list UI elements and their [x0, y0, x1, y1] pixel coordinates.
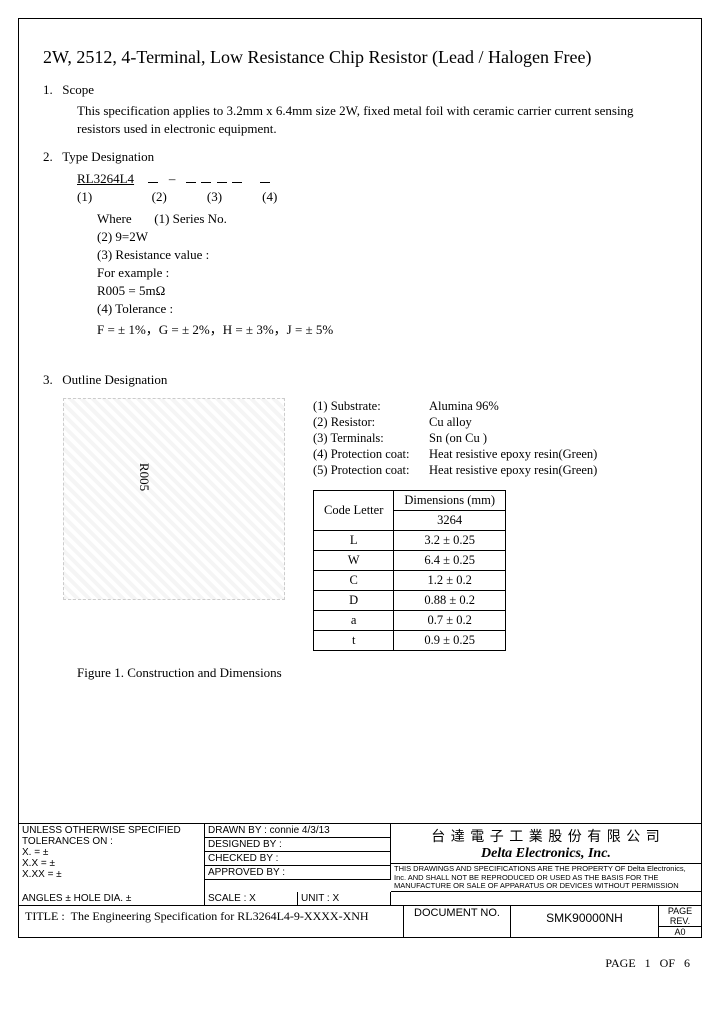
pos4: (4) [249, 189, 291, 205]
placeholder-3c [217, 172, 227, 183]
mat-2-lbl: (2) Resistor: [313, 415, 429, 430]
section-3: 3. Outline Designation R005 (1) Substrat… [43, 372, 677, 681]
fineprint: THIS DRAWINGS AND SPECIFICATIONS ARE THE… [391, 864, 701, 892]
where-4: (4) Tolerance : [97, 301, 677, 317]
mat-4-lbl: (4) Protection coat: [313, 447, 429, 462]
page-num: 1 [645, 956, 651, 970]
pos3: (3) [184, 189, 246, 205]
tb-unless: UNLESS OTHERWISE SPECIFIED [22, 825, 201, 836]
where-3b: R005 = 5mΩ [97, 283, 677, 299]
dims-h2: Dimensions (mm) [394, 491, 506, 511]
figure-caption: Figure 1. Construction and Dimensions [77, 665, 677, 681]
dim-code: t [314, 631, 394, 651]
dim-val: 6.4 ± 0.25 [394, 551, 506, 571]
doc-title: 2W, 2512, 4-Terminal, Low Resistance Chi… [43, 47, 677, 68]
tb-title-val: The Engineering Specification for RL3264… [71, 909, 369, 923]
tb-unit: UNIT : X [298, 892, 391, 906]
tb-rev: A0 [659, 927, 701, 937]
pos2: (2) [138, 189, 180, 205]
company-en: Delta Electronics, Inc. [394, 846, 698, 862]
dim-val: 0.7 ± 0.2 [394, 611, 506, 631]
dim-code: D [314, 591, 394, 611]
company-cn: 台 達 電 子 工 業 股 份 有 限 公 司 [394, 826, 698, 846]
mat-3-val: Sn (on Cu ) [429, 431, 487, 445]
placeholder-3b [201, 172, 211, 183]
sec2-num: 2. [43, 149, 59, 165]
where-2: (2) 9=2W [97, 229, 677, 245]
where-label: Where [97, 211, 151, 227]
table-row: a0.7 ± 0.2 [314, 611, 506, 631]
sec2-label: Type Designation [62, 149, 154, 165]
tb-title: TITLE : The Engineering Specification fo… [19, 906, 404, 937]
section-1: 1. Scope This specification applies to 3… [43, 82, 677, 137]
mat-3-lbl: (3) Terminals: [313, 431, 429, 446]
table-row: L3.2 ± 0.25 [314, 531, 506, 551]
page-footer: PAGE 1 OF 6 [0, 956, 690, 971]
pos1: (1) [77, 189, 135, 205]
table-row: C1.2 ± 0.2 [314, 571, 506, 591]
tb-scale: SCALE : X [205, 892, 298, 906]
dim-code: C [314, 571, 394, 591]
dim-val: 0.9 ± 0.25 [394, 631, 506, 651]
placeholder-4 [260, 172, 270, 183]
total-pages: 6 [684, 956, 690, 970]
dims-sub: 3264 [394, 511, 506, 531]
table-row: t0.9 ± 0.25 [314, 631, 506, 651]
r005-label: R005 [136, 463, 152, 491]
where-3a: For example : [97, 265, 677, 281]
placeholder-3d [232, 172, 242, 183]
dims-h1: Code Letter [314, 491, 394, 531]
tb-doc-num: SMK90000NH [511, 906, 659, 937]
tb-doc-lbl: DOCUMENT NO. [404, 906, 511, 937]
where-1: (1) Series No. [154, 211, 227, 226]
tb-rev-lbl: PAGE REV. [659, 906, 701, 927]
mat-1-lbl: (1) Substrate: [313, 399, 429, 414]
tb-tol: TOLERANCES ON : [22, 836, 201, 847]
mat-5-val: Heat resistive epoxy resin(Green) [429, 463, 597, 477]
dim-val: 3.2 ± 0.25 [394, 531, 506, 551]
construction-diagram: R005 [63, 398, 285, 600]
dim-code: a [314, 611, 394, 631]
table-row: D0.88 ± 0.2 [314, 591, 506, 611]
sec1-label: Scope [62, 82, 94, 98]
sec1-num: 1. [43, 82, 59, 98]
dim-code: L [314, 531, 394, 551]
tb-xxx: X.XX = ± [22, 869, 201, 880]
tb-title-lbl: TITLE : [25, 909, 65, 923]
dim-val: 0.88 ± 0.2 [394, 591, 506, 611]
mat-5-lbl: (5) Protection coat: [313, 463, 429, 478]
where-4a: F = ± 1%，G = ± 2%，H = ± 3%，J = ± 5% [97, 319, 677, 338]
dim-code: W [314, 551, 394, 571]
tb-designed: DESIGNED BY : [205, 838, 391, 852]
materials-list: (1) Substrate:Alumina 96% (2) Resistor:C… [313, 399, 677, 478]
table-row: W6.4 ± 0.25 [314, 551, 506, 571]
where-3: (3) Resistance value : [97, 247, 677, 263]
tb-xx: X.X = ± [22, 858, 201, 869]
of-lbl: OF [660, 956, 675, 970]
page-frame: 2W, 2512, 4-Terminal, Low Resistance Chi… [18, 18, 702, 938]
sec1-body: This specification applies to 3.2mm x 6.… [77, 102, 677, 137]
tb-approved: APPROVED BY : [205, 866, 391, 880]
tb-x: X. = ± [22, 847, 201, 858]
dim-val: 1.2 ± 0.2 [394, 571, 506, 591]
sec3-label: Outline Designation [62, 372, 167, 388]
placeholder-2 [148, 172, 158, 183]
tb-checked: CHECKED BY : [205, 852, 391, 866]
tb-drawn: DRAWN BY : connie 4/3/13 [205, 824, 391, 838]
mat-4-val: Heat resistive epoxy resin(Green) [429, 447, 597, 461]
series-code: RL3264L4 [77, 171, 134, 186]
title-block: UNLESS OTHERWISE SPECIFIED TOLERANCES ON… [19, 823, 701, 937]
mat-2-val: Cu alloy [429, 415, 472, 429]
sec3-num: 3. [43, 372, 59, 388]
placeholder-3a [186, 172, 196, 183]
page-lbl: PAGE [605, 956, 635, 970]
tb-angles: ANGLES ± HOLE DIA. ± [19, 892, 205, 906]
section-2: 2. Type Designation RL3264L4 – (1) (2) (… [43, 149, 677, 338]
dimensions-table: Code Letter Dimensions (mm) 3264 L3.2 ± … [313, 490, 506, 651]
mat-1-val: Alumina 96% [429, 399, 499, 413]
